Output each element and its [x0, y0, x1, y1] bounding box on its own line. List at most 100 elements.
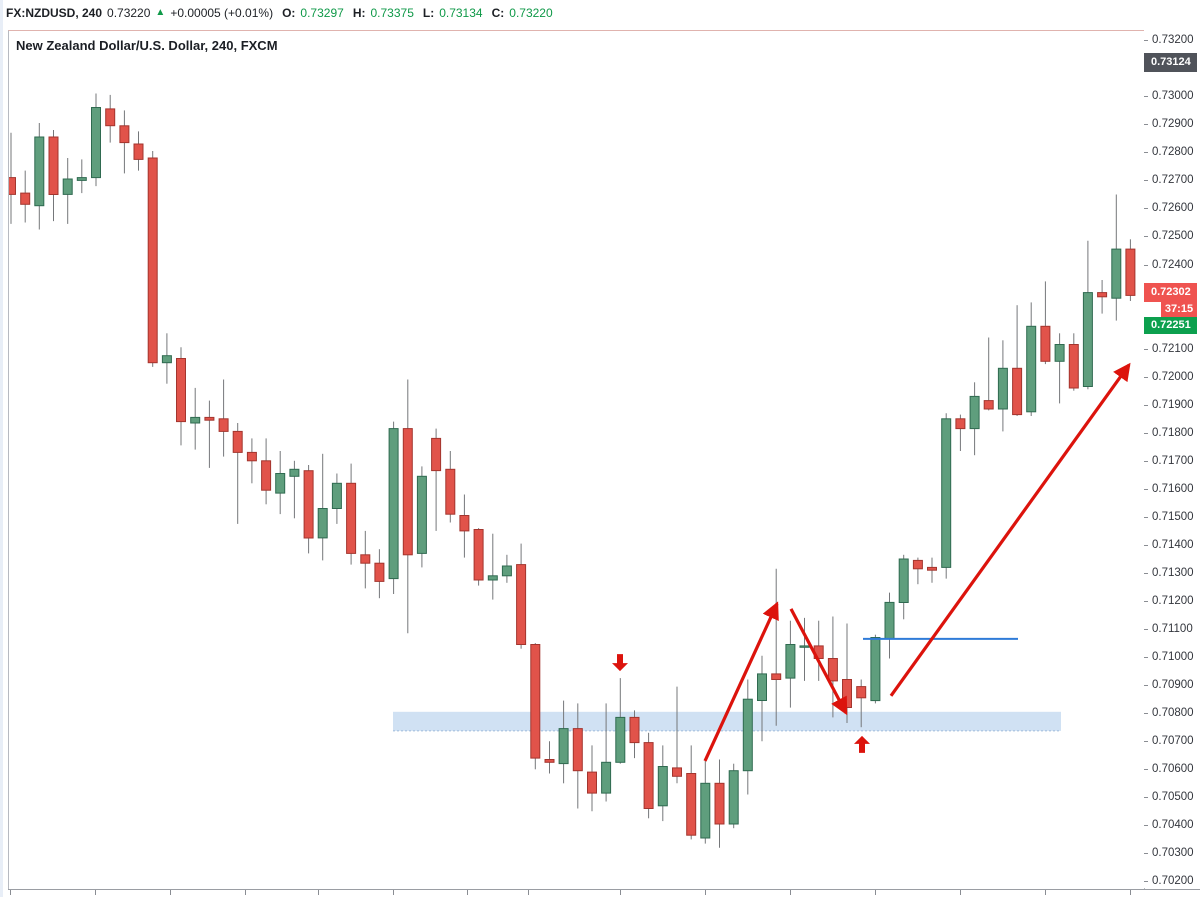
down-arrow-marker[interactable]	[612, 654, 628, 672]
price-tick-label: 0.70700	[1152, 735, 1194, 748]
support-zone[interactable]	[393, 711, 1061, 732]
price-tick-mark	[1144, 825, 1148, 827]
price-tick-mark	[1144, 40, 1148, 42]
candle-body	[601, 761, 612, 794]
candle-body	[360, 554, 371, 564]
time-tick-mark	[1130, 890, 1131, 895]
candle-body	[842, 679, 852, 708]
candle-body	[785, 644, 796, 679]
candle-body	[799, 645, 810, 648]
price-tick-mark	[1144, 881, 1148, 883]
trend-arrow[interactable]	[889, 362, 1131, 697]
candle-body	[445, 468, 456, 515]
price-tick-label: 0.70900	[1152, 679, 1194, 692]
candlestick-canvas[interactable]	[9, 31, 1144, 889]
price-change: +0.00005 (+0.01%)	[170, 6, 274, 20]
bar-countdown-wrap: 37:15	[1144, 301, 1197, 317]
candle-body	[374, 562, 385, 582]
candle-body	[686, 773, 697, 836]
up-arrow-marker[interactable]	[854, 735, 870, 753]
candle-body	[261, 460, 272, 491]
candle-body	[76, 177, 87, 181]
candle-body	[969, 395, 980, 430]
candle-body	[473, 529, 484, 581]
time-tick-mark	[790, 890, 791, 895]
price-tick-mark	[1144, 572, 1148, 574]
price-tick-label: 0.71400	[1152, 538, 1194, 551]
candle-body	[657, 766, 668, 807]
candle-body	[246, 451, 257, 462]
candle-body	[997, 367, 1008, 410]
candle-body	[431, 437, 442, 472]
candle-body	[827, 658, 838, 682]
price-tick-label: 0.71900	[1152, 398, 1194, 411]
price-tick-label: 0.72700	[1152, 174, 1194, 187]
candle-body	[331, 482, 342, 509]
price-tick-mark	[1144, 629, 1148, 630]
candle-body	[1068, 344, 1079, 389]
price-tick-mark	[1144, 657, 1148, 658]
candle-body	[757, 673, 767, 702]
candle-body	[1012, 367, 1023, 416]
candle-body	[346, 482, 357, 554]
candle-body	[728, 770, 739, 825]
candle-body	[232, 430, 243, 453]
trend-arrow[interactable]	[789, 608, 848, 716]
candle-body	[1125, 248, 1136, 296]
price-tick-mark	[1144, 516, 1148, 518]
high-label: H:	[352, 6, 366, 20]
time-tick-mark	[10, 890, 11, 895]
candle-body	[9, 177, 16, 195]
price-tick-label: 0.70400	[1152, 819, 1194, 832]
price-tick-label: 0.71100	[1152, 623, 1193, 635]
price-tick-mark	[1144, 432, 1148, 434]
candle-body	[119, 125, 130, 144]
price-tick-label: 0.71800	[1152, 426, 1194, 439]
candle-body	[643, 742, 654, 809]
price-tick-mark	[1144, 404, 1148, 406]
price-axis[interactable]: 0.73124 0.72302 37:15 0.72251 0.73200 0.7…	[1144, 30, 1200, 888]
candle-body	[927, 566, 937, 571]
time-tick-mark	[467, 890, 468, 895]
price-tick-mark	[1144, 376, 1148, 378]
candle-body	[91, 107, 101, 179]
chart-legend-title: New Zealand Dollar/U.S. Dollar, 240, FXC…	[16, 38, 278, 53]
symbol-name[interactable]: FX:NZDUSD, 240	[6, 6, 103, 20]
candle-body	[629, 716, 640, 744]
candle-body	[402, 428, 413, 556]
price-tick-label: 0.70800	[1152, 707, 1194, 720]
candle-body	[275, 473, 286, 494]
price-tick-label: 0.71200	[1152, 594, 1194, 607]
candle-body	[544, 759, 555, 763]
price-tick-label: 0.71600	[1152, 482, 1194, 495]
candle-body	[558, 728, 569, 765]
price-tick-label: 0.70500	[1152, 791, 1194, 804]
candle-body	[105, 108, 116, 127]
candle-body	[48, 136, 59, 195]
candle-body	[147, 157, 158, 364]
trend-arrow[interactable]	[703, 601, 779, 762]
chart-pane[interactable]: New Zealand Dollar/U.S. Dollar, 240, FXC…	[8, 30, 1145, 890]
candle-body	[941, 418, 952, 568]
price-tick-mark	[1144, 741, 1148, 743]
price-tick-mark	[1144, 152, 1148, 154]
price-tick-mark	[1144, 544, 1148, 546]
candle-body	[218, 418, 229, 432]
price-tick-label: 0.72900	[1152, 118, 1194, 131]
candle-body	[459, 515, 470, 532]
price-tick-mark	[1144, 600, 1148, 602]
candle-body	[983, 400, 994, 410]
candle-body	[176, 358, 186, 423]
high-value: 0.73375	[370, 6, 414, 20]
time-tick-mark	[245, 890, 246, 895]
time-axis[interactable]	[8, 889, 1200, 898]
candle-body	[62, 178, 73, 195]
candle-body	[672, 767, 682, 777]
price-tick-label: 0.71300	[1152, 566, 1194, 579]
price-tick-label: 0.71500	[1152, 510, 1194, 523]
bar-countdown-badge: 37:15	[1161, 301, 1197, 317]
time-tick-mark	[170, 890, 171, 895]
candle-body	[161, 355, 172, 364]
price-tick-mark	[1144, 208, 1148, 210]
candle-body	[587, 771, 597, 794]
